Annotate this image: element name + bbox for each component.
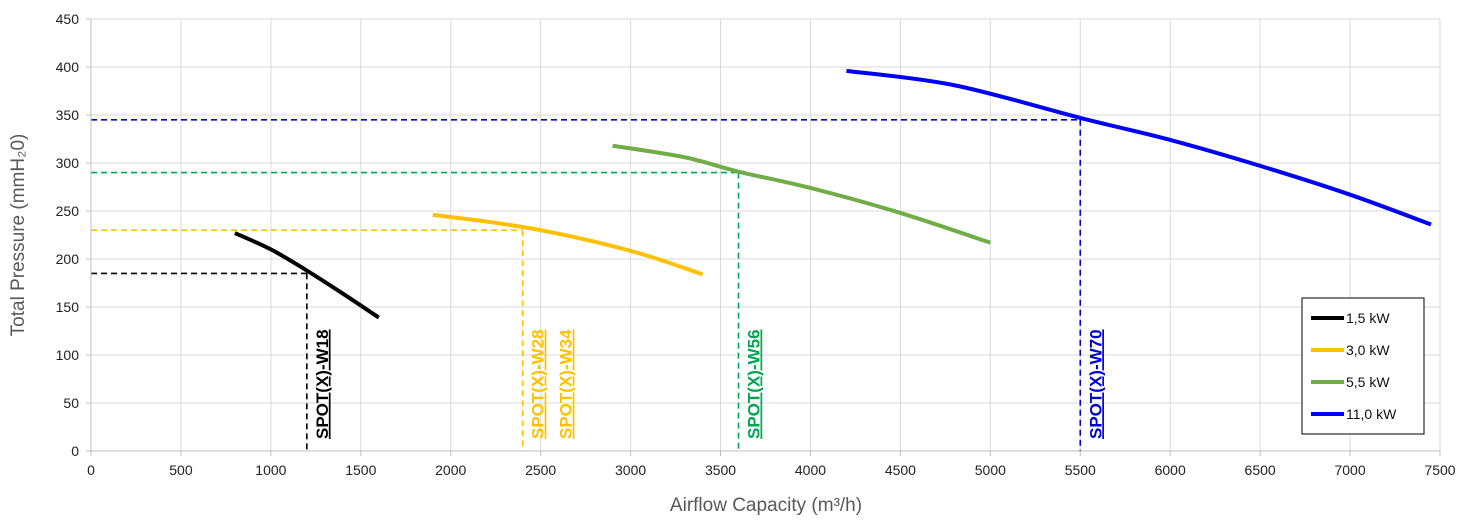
x-tick-label: 7000 [1334, 462, 1365, 478]
x-tick-label: 4000 [795, 462, 826, 478]
series-line [612, 143, 991, 245]
x-tick-label: 2500 [525, 462, 556, 478]
model-label: SPOT(X)-W70 [1086, 329, 1105, 439]
x-axis-title: Airflow Capacity (m³/h) [670, 495, 862, 516]
model-label: SPOT(X)-W28 [529, 329, 548, 439]
x-tick-label: 1500 [345, 462, 376, 478]
y-tick-label: 200 [56, 251, 80, 267]
model-label: SPOT(X)-W18 [313, 329, 332, 439]
y-tick-label: 150 [56, 299, 80, 315]
x-tick-label: 1000 [255, 462, 286, 478]
y-tick-label: 250 [56, 203, 80, 219]
legend-label: 1,5 kW [1346, 310, 1390, 326]
tick-labels: 0 500 1000 1500 2000 2500 3000 3500 4000 4500 5000… [56, 11, 1456, 478]
y-tick-label: 450 [56, 11, 80, 27]
x-tick-label: 7500 [1424, 462, 1455, 478]
y-tick-label: 0 [71, 443, 79, 459]
y-tick-label: 50 [63, 395, 79, 411]
series-curves [234, 68, 1432, 320]
legend-label: 11,0 kW [1346, 406, 1397, 422]
legend-label: 5,5 kW [1346, 374, 1390, 390]
series-line [432, 212, 704, 277]
x-tick-label: 500 [169, 462, 193, 478]
x-tick-label: 3000 [615, 462, 646, 478]
y-tick-label: 400 [56, 59, 80, 75]
x-tick-label: 4500 [885, 462, 916, 478]
model-labels: SPOT(X)-W18 SPOT(X)-W28 SPOT(X)-W34 SPOT(X)… [313, 329, 1105, 439]
x-tick-label: 6000 [1155, 462, 1186, 478]
x-tick-label: 0 [87, 462, 95, 478]
model-label: SPOT(X)-W56 [745, 329, 764, 439]
grid [90, 18, 1441, 452]
x-tick-label: 3500 [705, 462, 736, 478]
y-tick-label: 300 [56, 155, 80, 171]
series-line [234, 231, 380, 320]
x-tick-label: 6500 [1245, 462, 1276, 478]
reference-lines [91, 119, 1082, 451]
axes [86, 18, 1441, 456]
x-tick-label: 2000 [435, 462, 466, 478]
y-tick-label: 100 [56, 347, 80, 363]
model-label: SPOT(X)-W34 [557, 329, 576, 439]
legend-box [1301, 297, 1425, 435]
series-line [846, 68, 1432, 227]
legend: 1,5 kW 3,0 kW 5,5 kW 11,0 kW [1301, 297, 1425, 435]
x-tick-label: 5500 [1065, 462, 1096, 478]
x-tick-label: 5000 [975, 462, 1006, 478]
legend-label: 3,0 kW [1346, 342, 1390, 358]
y-axis-title: Total Pressure (mmH₂0) [8, 134, 29, 337]
y-tick-label: 350 [56, 107, 80, 123]
